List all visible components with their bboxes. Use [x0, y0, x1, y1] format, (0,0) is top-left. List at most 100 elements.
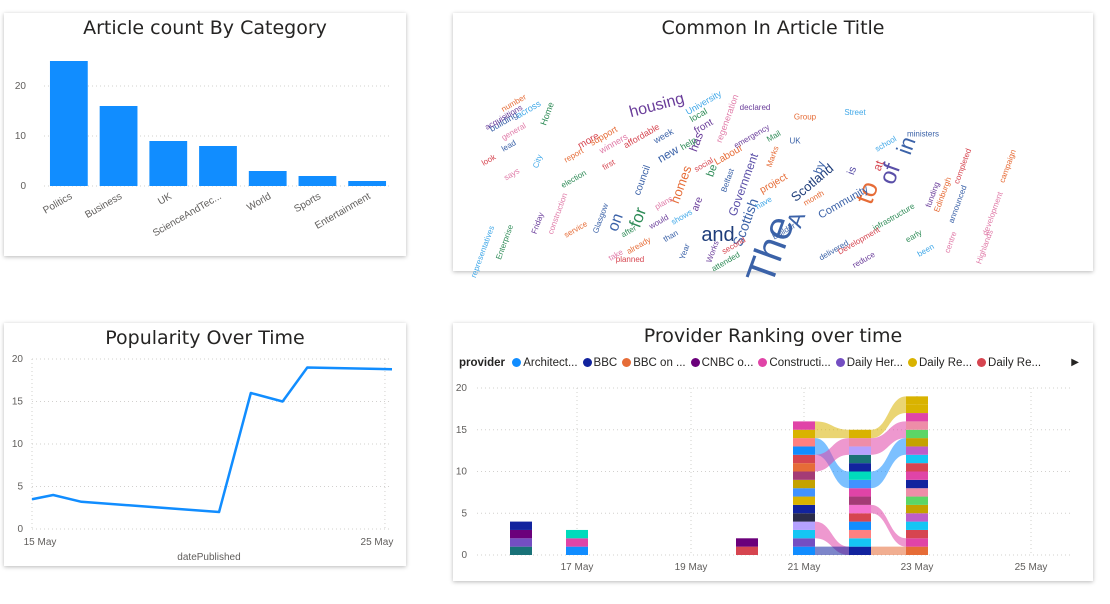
legend-next-icon[interactable]: ▶	[1071, 357, 1079, 368]
ribbon	[871, 421, 906, 455]
ribbon-segment	[906, 421, 928, 430]
word: Highlands	[974, 229, 995, 266]
legend-label: Daily Re...	[988, 357, 1042, 369]
ribbon-segment	[793, 529, 815, 539]
ribbon	[871, 504, 906, 547]
ribbon-segment	[906, 471, 928, 480]
x-tick-label: 17 May	[561, 562, 594, 573]
ribbon-segment	[849, 488, 871, 497]
x-tick-label: 15 May	[24, 537, 57, 548]
provider-legend: provider Architect... BBC BBC on ... CNBC o…	[459, 357, 1046, 369]
ribbon-segment	[906, 404, 928, 414]
word: shows	[670, 208, 694, 227]
y-tick-label: 0	[17, 524, 23, 535]
word: says	[502, 166, 521, 182]
ribbon-segment	[793, 521, 815, 530]
word: reduce	[851, 250, 877, 270]
ribbon	[815, 421, 849, 439]
legend-dot-icon	[908, 358, 917, 367]
ribbon-segment	[849, 496, 871, 505]
ribbon-segment	[906, 396, 928, 405]
word: has	[686, 130, 706, 153]
legend-label: BBC on ...	[633, 357, 686, 369]
bar	[149, 141, 188, 186]
ribbon	[871, 396, 906, 439]
y-tick-label: 5	[461, 508, 467, 519]
legend-label: Daily Re...	[919, 357, 973, 369]
word: plans	[653, 194, 674, 211]
legend-item[interactable]: Daily Her...	[835, 357, 903, 369]
y-tick-label: 0	[461, 550, 467, 561]
legend-item[interactable]: Architect...	[512, 357, 578, 369]
ribbon-segment	[793, 488, 815, 497]
ribbon-segment	[793, 496, 815, 505]
legend-item[interactable]: Daily Re...	[977, 357, 1041, 369]
word: by	[810, 159, 827, 176]
word: Marks	[765, 145, 781, 169]
category-chart-card: Article count By Category 0 10 20 Politics B…	[4, 13, 406, 256]
ribbon-segment	[906, 538, 928, 547]
word: development	[981, 190, 1005, 237]
ribbon-segment	[849, 463, 871, 472]
ribbon-segment	[793, 538, 815, 547]
bar	[199, 146, 237, 186]
word: Group	[794, 113, 817, 122]
word: election	[560, 168, 588, 190]
ribbon-segment	[906, 504, 928, 514]
legend-dot-icon	[512, 358, 522, 367]
word: City	[531, 153, 544, 169]
ribbon-segment	[510, 546, 532, 555]
ribbon-segment	[793, 446, 815, 455]
legend-item[interactable]: BBC	[582, 357, 617, 369]
x-tick-label: UK	[156, 191, 174, 208]
ribbon	[871, 438, 906, 489]
y-tick-label: 15	[12, 397, 24, 408]
word: service	[563, 219, 590, 240]
legend-dot-icon	[835, 358, 845, 367]
ribbon	[815, 546, 849, 555]
ribbon-segment	[906, 521, 928, 530]
ribbon-segment	[793, 471, 815, 480]
legend-dot-icon	[977, 358, 987, 367]
ribbon-segment	[510, 538, 532, 547]
ribbon-segment	[849, 438, 871, 447]
ribbon-segment	[849, 446, 871, 455]
provider-chart-card: Provider Ranking over time provider Arch…	[453, 323, 1093, 581]
x-tick-label: Politics	[41, 191, 74, 216]
bar	[99, 106, 138, 186]
legend-item[interactable]: CNBC o...	[690, 357, 753, 369]
legend-dot-icon	[690, 358, 700, 367]
word: planned	[616, 255, 644, 264]
y-tick-label: 10	[15, 131, 27, 142]
word: announced	[947, 184, 969, 224]
ribbon-segment	[510, 521, 532, 530]
ribbon-segment	[736, 538, 758, 547]
y-tick-label: 10	[456, 467, 468, 478]
legend-item[interactable]: Daily Re...	[908, 357, 972, 369]
word: campaign	[997, 148, 1017, 184]
ribbon-segment	[906, 496, 928, 505]
x-tick-label: Business	[83, 191, 124, 221]
y-tick-label: 20	[456, 383, 468, 394]
ribbon-segment	[906, 488, 928, 497]
popularity-chart-title: Popularity Over Time	[105, 327, 305, 349]
legend-dot-icon	[622, 358, 632, 367]
ribbon-segment	[793, 454, 815, 464]
y-tick-label: 0	[20, 181, 26, 192]
wordcloud-title: Common In Article Title	[661, 17, 885, 39]
ribbon-segment	[793, 463, 815, 472]
word: have	[754, 194, 774, 211]
y-tick-label: 20	[12, 354, 24, 365]
ribbon-segment	[849, 479, 871, 489]
x-tick-label: 25 May	[1015, 562, 1048, 573]
ribbon-segment	[793, 479, 815, 489]
ribbon-segment	[906, 446, 928, 455]
word: Enterprise	[494, 223, 515, 261]
legend-item[interactable]: Constructi...	[758, 357, 831, 369]
word: be	[704, 163, 719, 179]
word: early	[904, 228, 924, 244]
x-tick-label: 23 May	[901, 562, 934, 573]
x-tick-label: World	[245, 191, 273, 213]
legend-item[interactable]: BBC on ...	[622, 357, 686, 369]
